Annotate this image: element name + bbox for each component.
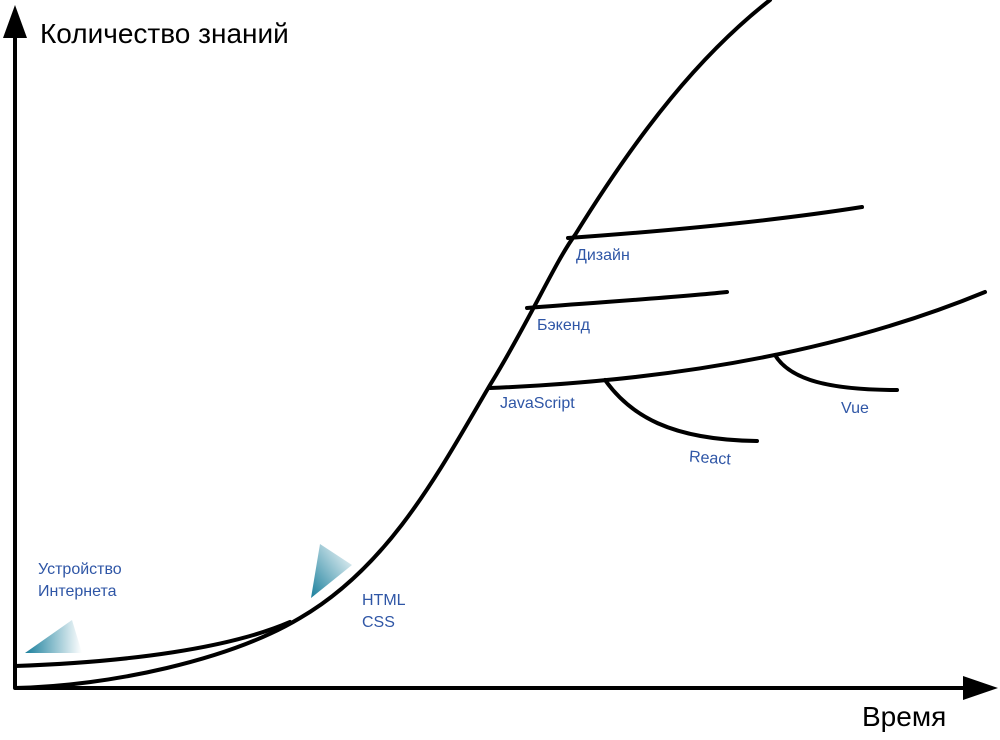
y-axis-title: Количество знаний [40, 18, 289, 49]
marker-html-css [311, 544, 352, 598]
label-html: HTML [362, 592, 406, 609]
label-internet-line1: Устройство [38, 561, 122, 578]
label-vue: Vue [841, 400, 869, 417]
branch-design [566, 205, 864, 240]
branch-vue [773, 353, 899, 392]
curve-internet [13, 620, 292, 668]
label-css: CSS [362, 613, 395, 631]
branch-react [603, 378, 759, 443]
label-javascript: JavaScript [500, 395, 575, 412]
x-axis-arrow [963, 676, 998, 700]
label-html-css: HTML CSS [362, 590, 406, 633]
marker-internet [25, 620, 82, 653]
label-design: Дизайн [576, 247, 630, 264]
label-backend: Бэкенд [537, 317, 590, 334]
label-internet: Устройство Интернета [38, 559, 122, 602]
branch-javascript [488, 290, 987, 390]
curve-main [13, 0, 772, 690]
label-internet-line2: Интернета [38, 582, 117, 600]
x-axis-title: Время [862, 701, 947, 732]
branch-backend [525, 290, 729, 310]
y-axis-arrow [3, 5, 27, 38]
label-react: React [688, 448, 732, 469]
